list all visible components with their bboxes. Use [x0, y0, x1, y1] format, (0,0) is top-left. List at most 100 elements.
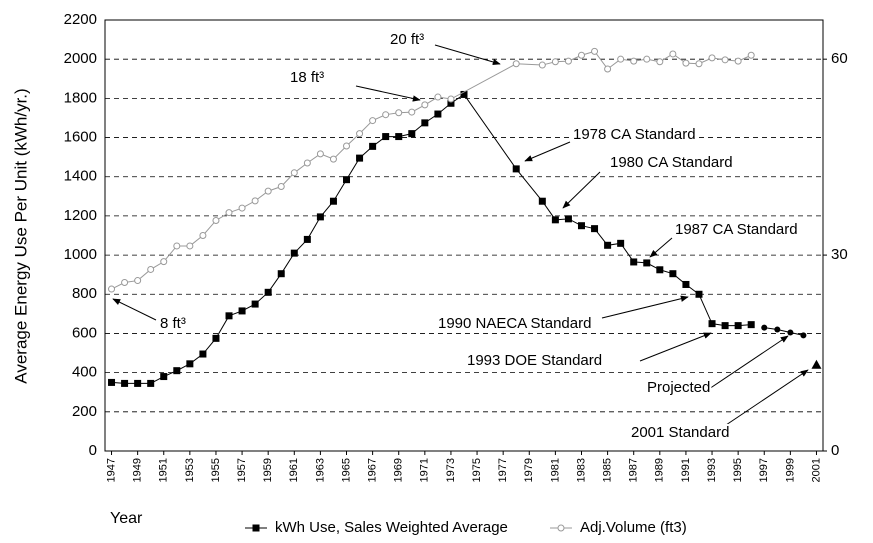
data-point [747, 51, 755, 59]
data-point [800, 332, 807, 339]
x-tick-label: 1993 [706, 458, 718, 482]
data-point [160, 258, 168, 266]
legend-marker [252, 524, 260, 532]
data-point [408, 108, 416, 116]
data-point [212, 334, 220, 342]
x-tick-label: 1973 [445, 458, 457, 482]
annotation-arrow [434, 44, 501, 66]
annotation: 18 ft³ [290, 69, 324, 86]
data-point [369, 117, 377, 125]
data-point [277, 270, 285, 278]
data-point [721, 322, 729, 330]
data-point [316, 150, 324, 158]
data-point [617, 55, 625, 63]
x-tick-label: 1983 [575, 458, 587, 482]
data-point [682, 280, 690, 288]
annotation-arrow [725, 369, 809, 426]
annotation-bg [289, 68, 326, 86]
data-point [147, 379, 155, 387]
x-tick-label: 1971 [419, 458, 431, 482]
data-point [290, 249, 298, 257]
data-point [434, 93, 442, 101]
data-point [577, 222, 585, 230]
data-point [108, 378, 116, 386]
data-point [160, 373, 168, 381]
data-point [147, 265, 155, 273]
data-point [643, 55, 651, 63]
y-axis-label: Average Energy Use Per Unit (kWh/yr.) [11, 88, 30, 383]
annotation-bg [674, 220, 799, 238]
data-point [369, 142, 377, 150]
annotation: 2001 Standard [631, 424, 729, 441]
y-tick-label: 1600 [64, 129, 97, 146]
data-point [356, 154, 364, 162]
annotation-bg [437, 314, 593, 332]
data-point [421, 119, 429, 127]
data-point [186, 242, 194, 250]
plot-frame [104, 19, 824, 452]
data-point [551, 216, 559, 224]
x-tick-label: 1979 [523, 458, 535, 482]
data-point [630, 57, 638, 65]
data-point [395, 109, 403, 117]
data-point [395, 133, 403, 141]
x-tick-label: 1947 [105, 458, 117, 482]
annotation-bg [389, 30, 426, 48]
y-tick-label: 1800 [64, 89, 97, 106]
y2-tick-label: 60 [831, 50, 848, 67]
data-point [199, 232, 207, 239]
data-point [329, 197, 337, 205]
annotation-arrow [524, 141, 571, 162]
y-tick-label: 1200 [64, 207, 97, 224]
data-point [564, 57, 572, 65]
data-point [564, 215, 572, 223]
series-line [764, 327, 804, 336]
legend-marker [557, 524, 565, 532]
annotation-bg [159, 314, 187, 332]
data-point [121, 379, 129, 387]
data-point [382, 111, 390, 119]
annotation-arrow [705, 335, 789, 392]
x-tick-label: 1963 [314, 458, 326, 482]
annotation-bg [466, 351, 604, 369]
x-tick-label: 1957 [236, 458, 248, 482]
y-tick-label: 2200 [64, 11, 97, 28]
annotation-arrow [355, 85, 421, 102]
data-point [721, 56, 729, 64]
data-point [173, 242, 181, 250]
annotation: 8 ft³ [160, 315, 186, 332]
data-point [186, 360, 194, 368]
x-tick-label: 1975 [471, 458, 483, 482]
annotation-arrow [649, 237, 673, 258]
data-point [774, 326, 781, 333]
data-point [251, 197, 259, 205]
x-tick-label: 1953 [184, 458, 196, 482]
data-point [264, 187, 272, 195]
data-point [460, 90, 468, 98]
y-tick-label: 600 [72, 324, 97, 341]
x-axis-label: Year [110, 510, 143, 527]
x-tick-label: 1955 [210, 458, 222, 482]
x-tick-label: 1965 [340, 458, 352, 482]
data-point [225, 312, 233, 320]
data-point [108, 285, 116, 293]
data-point [343, 176, 351, 184]
data-point [512, 60, 520, 68]
y-tick-label: 200 [72, 403, 97, 420]
annotation-bg [572, 125, 697, 143]
x-tick-label: 2001 [810, 458, 822, 482]
data-point [708, 54, 716, 62]
x-tick-label: 1999 [784, 458, 796, 482]
x-tick-label: 1981 [549, 458, 561, 482]
data-point [447, 95, 455, 103]
data-point [669, 50, 677, 58]
data-point [604, 65, 612, 73]
data-point [447, 99, 455, 107]
x-tick-label: 1995 [732, 458, 744, 482]
x-tick-label: 1949 [132, 458, 144, 482]
y-tick-label: 1400 [64, 168, 97, 185]
annotation-arrow [601, 295, 689, 319]
x-tick-label: 1991 [680, 458, 692, 482]
annotation-bg [646, 378, 712, 396]
data-point [591, 47, 599, 55]
